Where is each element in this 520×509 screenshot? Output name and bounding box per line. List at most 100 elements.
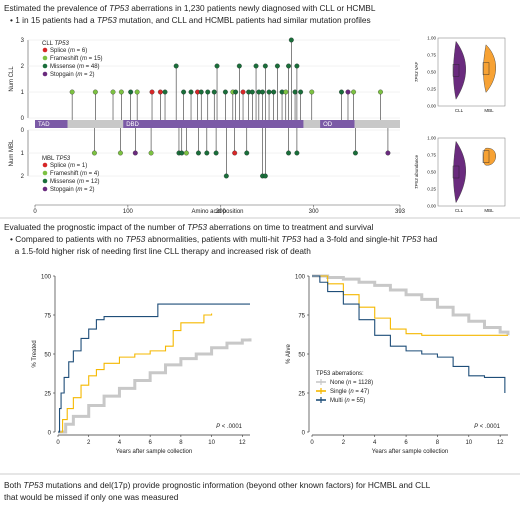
y-tick-label: 0: [48, 431, 52, 437]
lollipop-head: [196, 150, 201, 156]
text-run: m: [70, 48, 75, 54]
text-run: Evaluated the prognostic impact of the n…: [4, 222, 187, 232]
y-tick-label: 1.00: [427, 136, 436, 141]
lollipop-head: [274, 63, 280, 69]
y-tick-label: 0.50: [427, 70, 436, 75]
text-run: = 48): [84, 64, 100, 70]
x-tick-label: 12: [497, 440, 504, 446]
lollipop-head: [286, 150, 291, 156]
text-run: a 1.5-fold higher risk of needing first …: [10, 246, 311, 256]
survival-curve: [312, 274, 510, 336]
legend-swatch: [42, 162, 48, 168]
lollipop-head: [223, 173, 229, 179]
y-tick-label: 0.00: [427, 204, 436, 209]
legend-swatch: [42, 186, 48, 192]
lollipop-head: [69, 89, 75, 95]
y-tick-label: 0.25: [427, 187, 436, 192]
text-run: m: [77, 187, 82, 193]
x-tick-label: 6: [148, 440, 152, 446]
lollipop-head: [213, 150, 219, 156]
lollipop-head: [249, 89, 255, 95]
lollipop-head: [118, 89, 124, 95]
lollipop-head: [91, 150, 97, 156]
x-tick-label: 393: [395, 209, 406, 215]
y-tick-label: 50: [298, 353, 305, 359]
text-run: TP53: [281, 234, 301, 244]
lollipop-head: [286, 63, 291, 69]
text-run: Stopgain (: [50, 187, 77, 193]
text-run: = 6): [75, 48, 87, 54]
y-tick-label: 0.25: [427, 87, 436, 92]
bullet: • Compared to patients with no TP53 abno…: [10, 234, 438, 244]
legend-entry: Stopgain (m = 2): [50, 72, 95, 78]
bullet: a 1.5-fold higher risk of needing first …: [10, 246, 311, 256]
text-run: TP53: [401, 234, 421, 244]
lollipop-head: [173, 63, 179, 69]
lollipop-head: [345, 89, 351, 95]
x-tick-label: MBL: [484, 108, 494, 113]
y-tick-label: 1.00: [427, 36, 436, 41]
x-tick-label: 8: [436, 440, 440, 446]
lollipop-head: [236, 63, 242, 69]
text-run: had a 3-fold and single-hit: [301, 234, 401, 244]
lollipop-head: [294, 150, 300, 156]
legend-swatch: [42, 63, 48, 69]
x-tick-label: 0: [33, 209, 37, 215]
lollipop-head: [128, 89, 134, 95]
lollipop-head: [260, 89, 265, 95]
y-tick-label: 25: [44, 392, 51, 398]
y-tick-label: 0.75: [427, 53, 436, 58]
text-run: m: [82, 171, 87, 177]
text-run: TP53: [414, 71, 419, 82]
legend-swatch: [42, 170, 48, 176]
y-tick-label: 75: [298, 314, 305, 320]
x-tick-label: 2: [342, 440, 346, 446]
text-run: TP53: [23, 480, 43, 490]
x-tick-label: 300: [309, 209, 320, 215]
heading: Estimated the prevalence of TP53 aberrat…: [4, 3, 376, 13]
violin: [483, 44, 496, 93]
violin: [453, 40, 466, 100]
legend-title: CLL TP53: [42, 41, 69, 47]
y-tick-label: 0.00: [427, 104, 436, 109]
legend-swatch: [42, 71, 48, 77]
x-tick-label: 6: [404, 440, 408, 446]
conclusion: that would be missed if only one was mea…: [4, 492, 179, 502]
panel-frame: [437, 137, 506, 207]
legend-entry: Missense (m = 48): [50, 64, 100, 70]
lollipop-head: [117, 150, 123, 156]
x-tick-label: 10: [465, 440, 472, 446]
legend-entry: Stopgain (m = 2): [50, 187, 95, 193]
y-axis-label: % Alive: [286, 344, 292, 364]
legend-entry: Splice (m = 1): [50, 163, 87, 169]
box: [452, 64, 460, 77]
text-run: had: [421, 234, 438, 244]
text-run: MBL: [42, 156, 56, 162]
y-tick-label: 0: [21, 116, 25, 122]
text-run: TP53: [56, 156, 71, 162]
lollipop-head: [244, 150, 250, 156]
lollipop-head: [134, 89, 140, 95]
x-tick-label: 4: [118, 440, 122, 446]
lollipop-head: [271, 89, 277, 95]
text-run: that would be missed if only one was mea…: [4, 492, 179, 502]
text-run: m: [79, 64, 84, 70]
survival-curve: [58, 303, 250, 433]
legend-swatch: [42, 47, 48, 53]
domain-label: TAD: [38, 122, 50, 128]
y-tick-label: 0: [21, 128, 25, 134]
lollipop-head: [385, 150, 391, 156]
protein-domain: [35, 120, 68, 128]
survival-curve: [58, 338, 252, 434]
y-tick-label: 0.50: [427, 170, 436, 175]
text-run: = 4): [87, 171, 99, 177]
domain-label: DBD: [126, 122, 139, 128]
x-tick-label: 2: [87, 440, 91, 446]
legend-entry: Single (n = 47): [330, 389, 369, 395]
lollipop-head: [198, 89, 204, 95]
y-tick-label: 0: [302, 431, 306, 437]
lollipop-head: [253, 63, 259, 69]
box: [452, 165, 460, 179]
box: [482, 62, 490, 75]
x-tick-label: 100: [123, 209, 134, 215]
